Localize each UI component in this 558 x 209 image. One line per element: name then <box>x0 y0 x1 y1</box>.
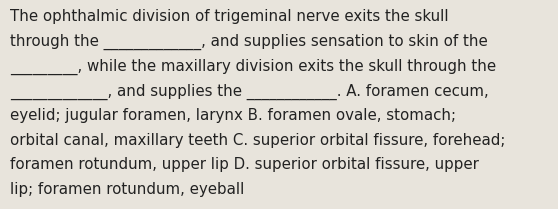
Text: eyelid; jugular foramen, larynx B. foramen ovale, stomach;: eyelid; jugular foramen, larynx B. foram… <box>10 108 456 123</box>
Text: lip; foramen rotundum, eyeball: lip; foramen rotundum, eyeball <box>10 182 244 197</box>
Text: _____________, and supplies the ____________. A. foramen cecum,: _____________, and supplies the ________… <box>10 83 489 100</box>
Text: The ophthalmic division of trigeminal nerve exits the skull: The ophthalmic division of trigeminal ne… <box>10 9 449 24</box>
Text: _________, while the maxillary division exits the skull through the: _________, while the maxillary division … <box>10 59 496 75</box>
Text: foramen rotundum, upper lip D. superior orbital fissure, upper: foramen rotundum, upper lip D. superior … <box>10 157 479 172</box>
Text: through the _____________, and supplies sensation to skin of the: through the _____________, and supplies … <box>10 34 488 50</box>
Text: orbital canal, maxillary teeth C. superior orbital fissure, forehead;: orbital canal, maxillary teeth C. superi… <box>10 133 506 148</box>
